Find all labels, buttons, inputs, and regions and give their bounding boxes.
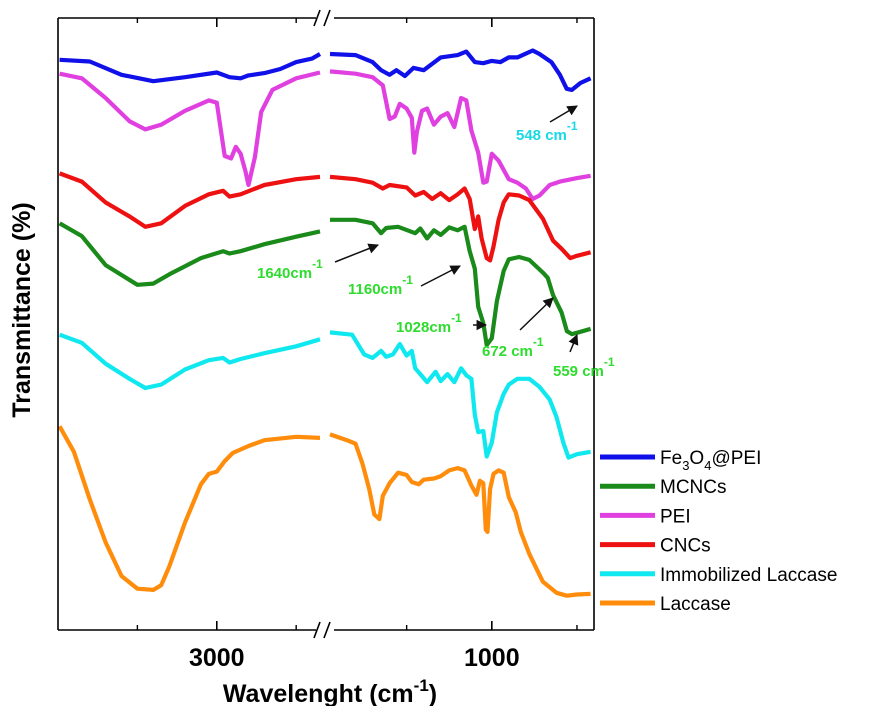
legend-label-immobilized-laccase: Immobilized Laccase (660, 565, 837, 586)
series-line-fe3o4-pei-left (59, 52, 322, 84)
series-line-cncs-left (58, 171, 321, 229)
axis-break-mark-top-1 (313, 9, 321, 27)
legend-label-mcncs: MCNCs (660, 477, 727, 498)
series-line-mcncs-right (330, 217, 592, 348)
legend-label-fe3o4-pei: Fe3O4@PEI (660, 448, 761, 473)
annotation-arrow (549, 105, 578, 123)
peak-annotations: 548 cm-1 1640cm-1 1160cm-1 1028cm-1 672 cm-1… (257, 105, 615, 380)
peak-annotation-label: 1640cm-1 (257, 257, 323, 282)
peak-annotation-label: 1028cm-1 (396, 311, 462, 336)
peak-annotation-label: 1160cm-1 (348, 273, 413, 298)
series-layer (57, 48, 592, 598)
peak-annotation-label: 548 cm-1 (516, 119, 578, 144)
x-axis-title: Wavelenght (cm-1) (223, 676, 437, 706)
series-line-pei-right (329, 69, 591, 202)
legend-label-pei: PEI (660, 506, 691, 527)
y-axis-title: Transmittance (%) (8, 202, 36, 417)
axis-text: 3000 1000 Wavelenght (cm-1) Transmittance (… (8, 202, 520, 706)
axis-break-mark-bottom-2 (323, 621, 331, 639)
x-tick-label: 1000 (464, 644, 520, 672)
axis-break-mark-top-2 (323, 9, 331, 27)
series-line-immobilized-laccase-right (329, 330, 591, 460)
peak-annotation-label: 559 cm-1 (553, 355, 615, 380)
series-line-laccase-right (329, 432, 591, 598)
legend: Fe3O4@PEI MCNCs PEI CNCs Immobilized Laccase… (600, 448, 837, 615)
peak-annotation-label: 672 cm-1 (482, 335, 544, 360)
plot-frame (57, 9, 595, 639)
annotation-arrow (334, 243, 379, 263)
annotation-arrow (519, 297, 554, 331)
legend-label-cncs: CNCs (660, 536, 711, 557)
series-line-laccase-left (57, 425, 321, 592)
series-line-immobilized-laccase-left (58, 332, 321, 391)
annotation-arrow (420, 265, 461, 287)
series-line-pei-left (59, 70, 321, 188)
annotation-arrow (568, 334, 579, 353)
legend-label-laccase: Laccase (660, 594, 731, 615)
axis-break-mark-bottom-1 (313, 621, 321, 639)
series-line-cncs-right (329, 174, 592, 263)
series-line-fe3o4-pei-right (329, 48, 592, 92)
series-line-mcncs-left (58, 221, 321, 287)
x-tick-label: 3000 (189, 644, 245, 672)
